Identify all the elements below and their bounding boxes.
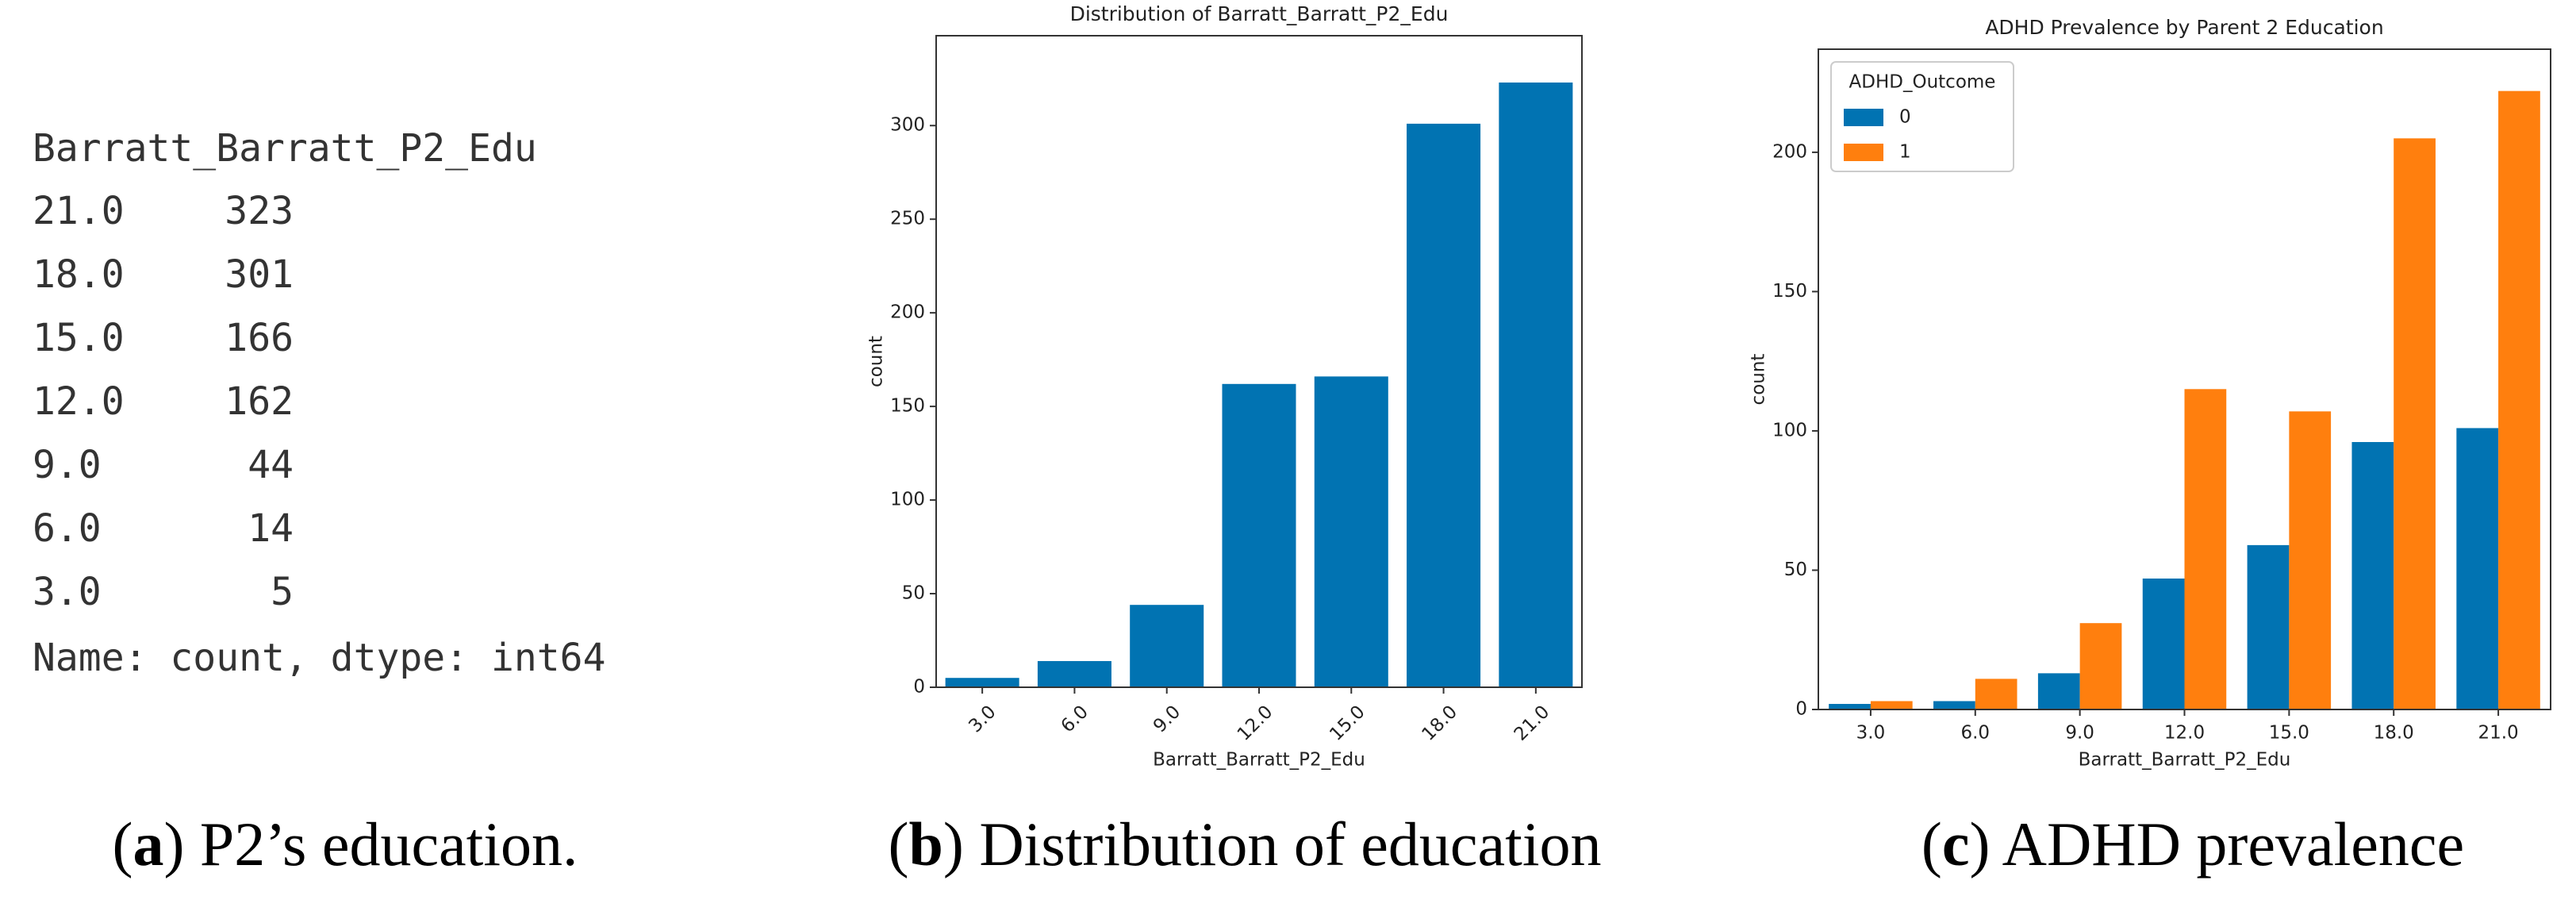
caption-letter: a (132, 809, 163, 879)
legend-label: 1 (1899, 142, 1911, 163)
bar (2142, 579, 2185, 709)
console-index: 18.0 (33, 252, 125, 297)
console-header: Barratt_Barratt_P2_Edu (33, 126, 537, 171)
console-index: 12.0 (33, 379, 125, 424)
console-index: 15.0 (33, 316, 125, 360)
y-tick-label: 100 (890, 490, 925, 510)
caption-paren: ( (1921, 809, 1942, 879)
x-tick-label: 6.0 (1960, 723, 1990, 744)
bar (1499, 82, 1573, 688)
axes-frame (1818, 48, 2551, 710)
x-tick-label: 3.0 (1856, 723, 1886, 744)
x-tick-label: 21.0 (2478, 723, 2518, 744)
x-tick-label: 12.0 (2164, 723, 2205, 744)
x-axis-label: Barratt_Barratt_P2_Edu (2079, 750, 2291, 771)
bar (2184, 389, 2227, 709)
bar (1975, 679, 2017, 709)
legend-title: ADHD_Outcome (1849, 72, 1996, 93)
console-value: 162 (225, 379, 294, 424)
console-value: 166 (225, 316, 294, 360)
bar (2351, 441, 2394, 709)
bar (2498, 90, 2540, 710)
legend-swatch (1844, 144, 1883, 161)
bar (2079, 623, 2122, 709)
console-value: 323 (225, 189, 294, 233)
bar (2456, 428, 2499, 709)
bar (1933, 701, 1975, 709)
axes-frame (935, 35, 1583, 688)
caption-letter: b (908, 809, 942, 879)
bar (945, 678, 1019, 687)
y-tick-label: 150 (1772, 281, 1807, 302)
legend-label: 0 (1899, 107, 1911, 128)
y-tick-label: 0 (1795, 699, 1807, 720)
chart-title: ADHD Prevalence by Parent 2 Education (1985, 16, 2383, 39)
x-tick-label: 15.0 (2269, 723, 2309, 744)
y-tick-label: 50 (1784, 559, 1807, 580)
caption: (a) P2’s education. (112, 809, 578, 879)
bar (2037, 673, 2080, 709)
bar (1829, 703, 1871, 709)
y-tick-label: 300 (890, 115, 925, 136)
console-index: 9.0 (33, 443, 102, 487)
bar (1870, 701, 1913, 709)
caption: (b) Distribution of education (888, 809, 1601, 879)
y-tick-label: 250 (890, 209, 925, 229)
captions: (a) P2’s education. (b) Distribution of e… (112, 809, 2464, 879)
bar (1407, 123, 1481, 687)
console-index: 6.0 (33, 506, 102, 551)
x-tick-label: 18.0 (2374, 723, 2414, 744)
bar (2289, 411, 2332, 709)
console-footer: Name: count, dtype: int64 (33, 636, 605, 680)
legend-swatch (1844, 109, 1883, 126)
caption-text: ) Distribution of education (943, 809, 1602, 879)
bar (1314, 376, 1388, 687)
bar (1222, 383, 1296, 687)
console-index: 21.0 (33, 189, 125, 233)
caption-letter: c (1942, 809, 1970, 879)
bar (1130, 605, 1204, 687)
caption-text: ) P2’s education. (163, 809, 578, 879)
y-tick-label: 200 (1772, 141, 1807, 162)
bar (2247, 544, 2290, 709)
console-value: 14 (248, 506, 294, 551)
bar (2394, 138, 2436, 710)
y-tick-label: 0 (913, 677, 925, 698)
x-tick-label: 9.0 (2065, 723, 2094, 744)
y-tick-label: 100 (1772, 420, 1807, 440)
y-axis-label: count (1749, 354, 1769, 406)
console-output: Barratt_Barratt_P2_Edu Name: count, dtyp… (33, 126, 605, 680)
caption-paren: ( (888, 809, 908, 879)
y-tick-label: 150 (890, 396, 925, 417)
y-axis-label: count (866, 336, 887, 387)
bar (1037, 660, 1111, 687)
y-tick-label: 200 (890, 302, 925, 323)
x-axis-label: Barratt_Barratt_P2_Edu (1153, 750, 1365, 771)
chart: ADHD Prevalence by Parent 2 Education 0 50… (1749, 16, 2551, 771)
y-tick-label: 50 (902, 583, 925, 604)
console-index: 3.0 (33, 570, 102, 614)
caption-text: ) ADHD prevalence (1969, 809, 2464, 879)
caption: (c) ADHD prevalence (1921, 809, 2464, 879)
console-value: 301 (225, 252, 294, 297)
caption-paren: ( (112, 809, 132, 879)
chart-title: Distribution of Barratt_Barratt_P2_Edu (1070, 2, 1449, 25)
console-value: 44 (248, 443, 294, 487)
console-value: 5 (271, 570, 294, 614)
